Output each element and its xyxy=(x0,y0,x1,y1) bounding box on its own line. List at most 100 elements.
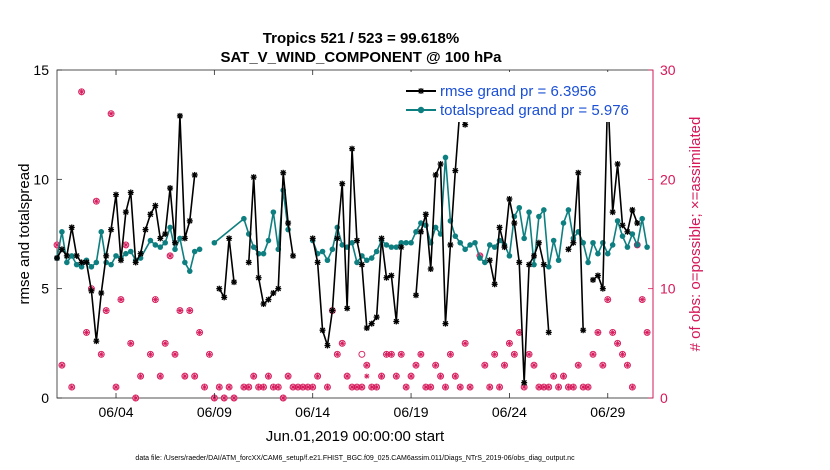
rmse-point xyxy=(373,314,380,321)
obs-cross-d2 xyxy=(482,362,488,368)
rmse-star-d2 xyxy=(364,325,370,331)
obs-assimilated-marker xyxy=(644,329,650,335)
obs-assimilated-marker xyxy=(285,373,291,379)
obs-assimilated-marker xyxy=(536,384,542,390)
obs-possible-marker xyxy=(363,361,371,369)
rmse-star-d2 xyxy=(368,320,375,327)
spread-point xyxy=(191,248,198,255)
obs-possible-marker xyxy=(496,383,504,391)
rmse-point xyxy=(88,287,95,294)
rmse-star-d2 xyxy=(221,294,227,301)
rmse-point xyxy=(432,171,439,178)
obs-cross-d2 xyxy=(113,384,119,390)
rmse-star-d2 xyxy=(491,281,498,288)
spread-point xyxy=(580,239,586,246)
rmse-point xyxy=(545,329,552,336)
spread-point xyxy=(585,259,591,266)
rmse-point xyxy=(609,209,616,216)
obs-cross-d2 xyxy=(315,373,320,379)
rmse-star-d2 xyxy=(255,274,262,281)
rmse-point xyxy=(521,379,528,386)
spread-point xyxy=(98,229,105,235)
obs-assimilated-marker xyxy=(437,373,444,379)
rmse-star-d2 xyxy=(98,290,105,296)
obs-possible-marker xyxy=(127,339,135,347)
obs-cross-d2 xyxy=(231,395,237,401)
rmse-star-d2 xyxy=(634,220,641,226)
obs-possible-marker xyxy=(505,339,513,347)
rmse-star-d2 xyxy=(334,235,341,242)
rmse-point xyxy=(442,320,449,327)
obs-possible-marker xyxy=(314,372,322,380)
obs-assimilated-marker xyxy=(167,253,173,259)
obs-assimilated-marker xyxy=(315,373,321,379)
rmse-point xyxy=(614,161,621,168)
obs-possible-marker xyxy=(560,372,567,380)
obs-possible-marker xyxy=(461,339,469,347)
obs-cross-d2 xyxy=(275,384,281,390)
rmse-point xyxy=(344,305,351,312)
obs-cross-d2 xyxy=(423,384,429,390)
obs-possible-marker xyxy=(102,307,110,314)
rmse-star-d2 xyxy=(423,211,429,218)
obs-cross-d2 xyxy=(551,373,556,379)
obs-possible-marker xyxy=(191,372,199,380)
rmse-point xyxy=(231,279,238,286)
rmse-star-d2 xyxy=(172,239,178,246)
obs-possible-marker xyxy=(392,372,400,380)
legend-spread-marker xyxy=(417,106,425,114)
rmse-star-d2 xyxy=(231,279,237,285)
obs-cross-d2 xyxy=(531,362,537,368)
rmse-star-d2 xyxy=(511,220,518,226)
obs-cross-d2 xyxy=(462,341,468,346)
y-axis-left-label: rmse and totalspread xyxy=(16,164,33,305)
rmse-point xyxy=(181,235,188,242)
obs-possible-marker xyxy=(215,383,223,391)
rmse-point xyxy=(265,296,272,303)
rmse-star-d2 xyxy=(619,222,626,229)
rmse-star-d2 xyxy=(521,379,527,386)
rmse-star-d2 xyxy=(246,259,252,266)
obs-cross-d2 xyxy=(138,373,143,379)
obs-assimilated-marker xyxy=(93,198,99,204)
rmse-star-d2 xyxy=(614,161,621,167)
rmse-point xyxy=(516,259,523,266)
obs-cross-d2 xyxy=(625,362,630,368)
spread-point xyxy=(560,220,567,226)
obs-possible-marker xyxy=(432,361,440,369)
axes: 06/04 06/09 06/14 06/19 06/24 06/29 0 5 10 15 0 10 2… xyxy=(33,62,675,420)
obs-cross-d2 xyxy=(615,341,620,346)
rmse-point xyxy=(63,252,70,259)
obs-possible-marker xyxy=(437,372,445,380)
rmse-point xyxy=(511,220,518,227)
obs-possible-marker xyxy=(274,383,282,391)
rmse-star-d2 xyxy=(103,253,109,259)
obs-cross-d2 xyxy=(354,384,360,390)
obs-cross-d2 xyxy=(502,362,507,368)
spread-point xyxy=(457,239,464,246)
obs-cross-d2 xyxy=(443,384,448,390)
obs-cross-d2 xyxy=(261,384,266,390)
x-tick-label: 06/09 xyxy=(197,404,232,420)
obs-possible-marker xyxy=(609,328,617,336)
rmse-star-d2 xyxy=(226,235,232,242)
obs-possible-marker xyxy=(619,350,626,358)
rmse-point xyxy=(221,294,228,301)
rmse-star-d2 xyxy=(624,229,631,235)
obs-assimilated-marker xyxy=(78,89,85,95)
obs-cross-d2 xyxy=(285,373,291,379)
spread-point xyxy=(619,233,626,239)
obs-cross-d2 xyxy=(389,351,394,357)
rmse-point xyxy=(162,231,169,237)
obs-assimilated-marker xyxy=(575,362,581,368)
obs-cross-d2 xyxy=(580,384,586,390)
rmse-point xyxy=(167,185,174,192)
obs-possible-marker xyxy=(68,383,76,391)
obs-cross-d2 xyxy=(202,384,207,390)
obs-assimilated-marker xyxy=(344,373,350,379)
rmse-point xyxy=(526,261,533,268)
y-right-tick-label: 20 xyxy=(660,171,676,187)
obs-assimilated-marker xyxy=(216,384,222,390)
obs-cross-d2 xyxy=(644,330,650,335)
rmse-point xyxy=(398,244,405,251)
